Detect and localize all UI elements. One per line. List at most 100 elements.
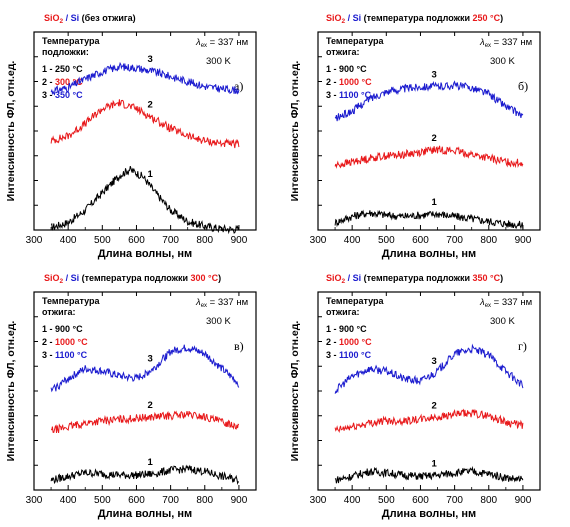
title-part: 250 °C <box>473 13 501 23</box>
title-part: (температура подложки <box>79 273 190 283</box>
x-tick-label: 500 <box>378 495 395 506</box>
legend-entry: 3 - 1100 °C <box>326 90 372 100</box>
curve-label: 3 <box>147 54 152 65</box>
lambda-symbol: λ <box>479 297 485 308</box>
lambda-symbol: λ <box>195 297 201 308</box>
x-axis-label: Длина волны, нм <box>382 248 476 260</box>
legend-number: 2 <box>326 77 331 87</box>
legend-dash: - <box>331 64 339 74</box>
title-part: / Si <box>345 273 361 283</box>
title-part: / Si <box>345 13 361 23</box>
legend-number: 1 <box>42 324 47 334</box>
curve-label: 3 <box>147 354 152 365</box>
curve-label: 2 <box>147 400 152 411</box>
title-part: / Si <box>63 273 79 283</box>
legend-text: 900 °C <box>55 324 83 334</box>
x-tick-label: 500 <box>94 235 111 246</box>
series-line <box>334 145 524 169</box>
legend-dash: - <box>47 324 55 334</box>
curve-label: 2 <box>431 400 436 411</box>
legend-entry: 1 - 900 °C <box>326 64 367 74</box>
title-subscript: 2 <box>342 18 346 25</box>
legend-dash: - <box>331 90 339 100</box>
x-tick-label: 800 <box>196 495 213 506</box>
curve-label: 1 <box>147 169 153 180</box>
temperature-label: 300 K <box>206 56 231 67</box>
x-tick-label: 300 <box>310 495 327 506</box>
legend-title: Температура <box>326 36 385 46</box>
legend-number: 1 <box>326 324 331 334</box>
series-line <box>334 465 524 484</box>
y-axis-label: Интенсивность ФЛ, отн.ед. <box>5 321 17 462</box>
legend-dash: - <box>331 324 339 334</box>
x-tick-label: 700 <box>446 495 463 506</box>
title-part: SiO <box>44 13 60 23</box>
title-part: SiO <box>326 273 342 283</box>
series-line <box>50 61 240 96</box>
title-subscript: 2 <box>60 18 64 25</box>
x-axis-label: Длина волны, нм <box>98 508 192 520</box>
legend-dash: - <box>47 64 55 74</box>
x-tick-label: 700 <box>446 235 463 246</box>
legend-entry: 1 - 900 °C <box>326 324 367 334</box>
legend-title: Температура <box>42 296 101 306</box>
series-line <box>334 408 524 434</box>
title-subscript: 2 <box>60 278 64 285</box>
curve-label: 1 <box>147 457 153 468</box>
curve-label: 3 <box>431 356 436 367</box>
legend-entry: 3 - 1100 °C <box>42 350 88 360</box>
x-tick-label: 400 <box>344 495 361 506</box>
series-line <box>334 343 524 394</box>
title-part: ) <box>500 273 503 283</box>
legend-number: 2 <box>42 337 47 347</box>
legend-dash: - <box>331 337 339 347</box>
series-line <box>334 80 524 122</box>
legend-title: отжига: <box>326 307 359 317</box>
lambda-subscript: ex <box>201 43 207 49</box>
temperature-label: 300 K <box>490 56 515 67</box>
x-tick-label: 600 <box>412 495 429 506</box>
x-tick-label: 400 <box>344 235 361 246</box>
lambda-subscript: ex <box>485 43 491 49</box>
x-tick-label: 600 <box>412 235 429 246</box>
chart-title: SiO2 / Si (температура подложки 250 °C) <box>326 13 503 25</box>
y-axis-label: Интенсивность ФЛ, отн.ед. <box>289 61 301 202</box>
legend-number: 1 <box>326 64 331 74</box>
x-tick-label: 800 <box>196 235 213 246</box>
title-part: ) <box>500 13 503 23</box>
legend-number: 2 <box>326 337 331 347</box>
title-part: (температура подложки <box>361 273 472 283</box>
x-tick-label: 300 <box>310 235 327 246</box>
title-part: SiO <box>326 13 342 23</box>
legend-text: 350 °C <box>55 90 83 100</box>
legend-number: 3 <box>42 350 47 360</box>
legend-number: 3 <box>42 90 47 100</box>
chart-panel: SiO2 / Si (температура подложки 250 °C) 3… <box>289 13 541 260</box>
x-tick-label: 900 <box>231 495 248 506</box>
series-line <box>50 410 240 434</box>
legend-dash: - <box>331 77 339 87</box>
legend-entry: 1 - 900 °C <box>42 324 83 334</box>
legend-number: 3 <box>326 90 331 100</box>
legend-text: 1100 °C <box>339 350 372 360</box>
series-line <box>334 209 524 230</box>
y-axis-label: Интенсивность ФЛ, отн.ед. <box>289 321 301 462</box>
legend-entry: 2 - 1000 °C <box>42 337 88 347</box>
legend-number: 1 <box>42 64 47 74</box>
legend-title: отжига: <box>42 307 75 317</box>
curve-label: 2 <box>431 133 436 144</box>
excitation-text: = 337 нм <box>207 37 248 48</box>
legend-number: 2 <box>42 77 47 87</box>
legend-text: 900 °C <box>339 64 367 74</box>
lambda-subscript: ex <box>485 303 491 309</box>
legend-title: Температура <box>42 36 101 46</box>
title-part: / Si <box>63 13 79 23</box>
chart-title: SiO2 / Si (температура подложки 350 °C) <box>326 273 503 285</box>
legend-title: подложки: <box>42 47 89 57</box>
chart-panel: SiO2 / Si (температура подложки 300 °C)3… <box>5 273 257 520</box>
x-tick-label: 600 <box>128 235 145 246</box>
legend-dash: - <box>47 350 55 360</box>
title-part: 300 °C <box>191 273 219 283</box>
lambda-symbol: λ <box>195 37 201 48</box>
title-part: 350 °C <box>473 273 501 283</box>
